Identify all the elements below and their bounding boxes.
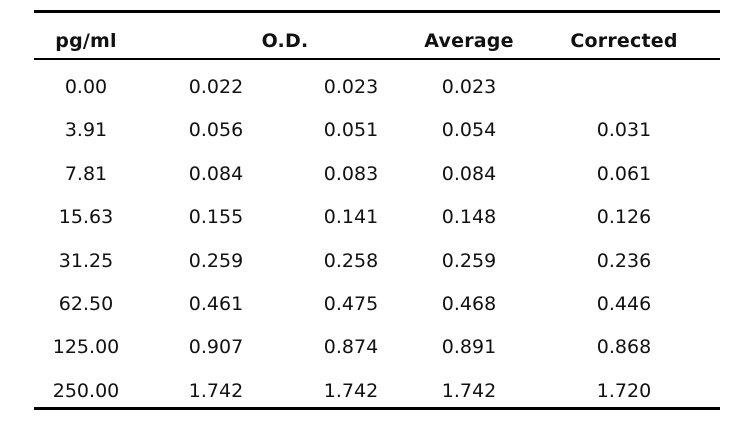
cell-concentration: 62.50 xyxy=(58,293,114,315)
cell-average: 0.084 xyxy=(441,163,497,185)
cell-corrected: 1.720 xyxy=(596,380,652,402)
cell-concentration: 7.81 xyxy=(64,163,108,185)
cell-od-1: 0.022 xyxy=(188,76,244,98)
cell-concentration: 15.63 xyxy=(58,206,114,228)
cell-od-1: 0.084 xyxy=(188,163,244,185)
cell-average: 0.891 xyxy=(441,336,497,358)
cell-concentration: 3.91 xyxy=(64,119,108,141)
cell-average: 0.468 xyxy=(441,293,497,315)
cell-od-2: 0.083 xyxy=(323,163,379,185)
cell-corrected: 0.236 xyxy=(596,250,652,272)
cell-od-2: 0.023 xyxy=(323,76,379,98)
cell-average: 1.742 xyxy=(441,380,497,402)
cell-concentration: 31.25 xyxy=(58,250,114,272)
cell-od-2: 0.051 xyxy=(323,119,379,141)
cell-corrected: 0.446 xyxy=(596,293,652,315)
header-concentration: pg/ml xyxy=(55,30,117,52)
cell-concentration: 0.00 xyxy=(64,76,108,98)
cell-average: 0.054 xyxy=(441,119,497,141)
cell-average: 0.148 xyxy=(441,206,497,228)
cell-concentration: 125.00 xyxy=(52,336,120,358)
header-corrected: Corrected xyxy=(570,30,678,52)
cell-average: 0.023 xyxy=(441,76,497,98)
cell-od-1: 0.155 xyxy=(188,206,244,228)
header-average: Average xyxy=(424,30,514,52)
top-rule xyxy=(34,10,720,13)
cell-od-1: 1.742 xyxy=(188,380,244,402)
cell-od-2: 1.742 xyxy=(323,380,379,402)
header-rule xyxy=(34,58,720,60)
cell-corrected: 0.126 xyxy=(596,206,652,228)
cell-od-2: 0.874 xyxy=(323,336,379,358)
cell-concentration: 250.00 xyxy=(52,380,120,402)
cell-od-2: 0.475 xyxy=(323,293,379,315)
cell-od-2: 0.141 xyxy=(323,206,379,228)
cell-corrected: 0.868 xyxy=(596,336,652,358)
bottom-rule xyxy=(34,407,720,410)
cell-od-1: 0.907 xyxy=(188,336,244,358)
cell-od-1: 0.056 xyxy=(188,119,244,141)
cell-corrected: 0.031 xyxy=(596,119,652,141)
cell-od-2: 0.258 xyxy=(323,250,379,272)
cell-average: 0.259 xyxy=(441,250,497,272)
cell-corrected: 0.061 xyxy=(596,163,652,185)
header-od: O.D. xyxy=(261,30,309,52)
cell-od-1: 0.461 xyxy=(188,293,244,315)
cell-od-1: 0.259 xyxy=(188,250,244,272)
